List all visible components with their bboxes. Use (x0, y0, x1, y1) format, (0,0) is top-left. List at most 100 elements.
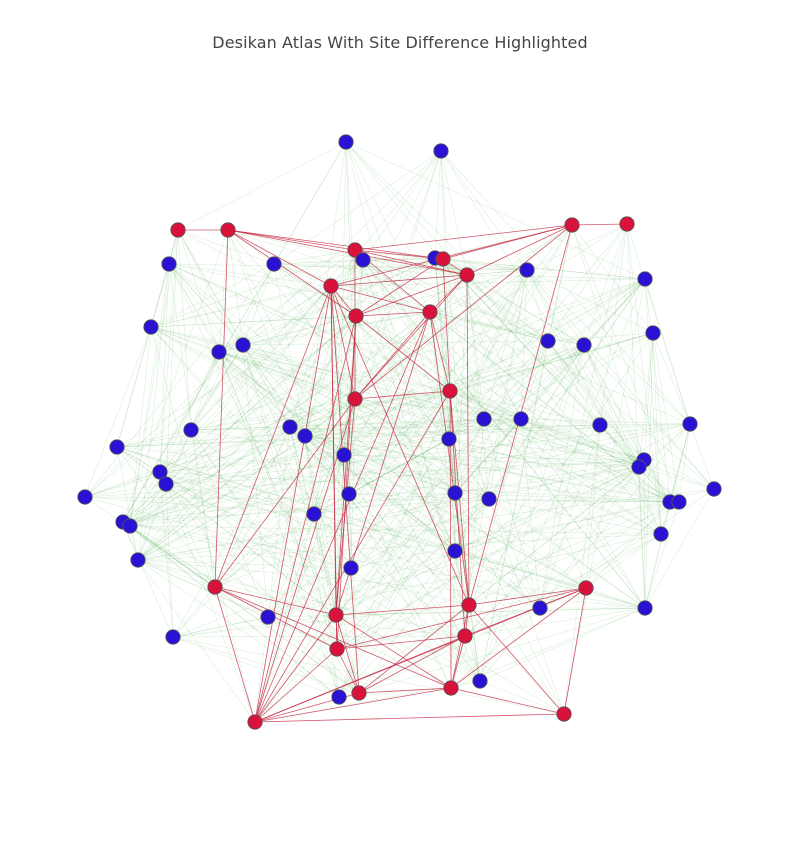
highlight-node[interactable] (422, 304, 438, 320)
normal-node[interactable] (637, 600, 653, 616)
highlight-node[interactable] (435, 251, 451, 267)
normal-node[interactable] (183, 422, 199, 438)
normal-edge (273, 263, 468, 276)
normal-node[interactable] (447, 543, 463, 559)
normal-node[interactable] (637, 271, 653, 287)
highlight-node[interactable] (247, 714, 263, 730)
highlight-edge (450, 604, 470, 689)
normal-edge (678, 423, 691, 503)
highlight-node[interactable] (442, 383, 458, 399)
normal-edge (242, 263, 275, 346)
normal-edge (434, 257, 456, 494)
highlight-node[interactable] (351, 685, 367, 701)
normal-edge (454, 459, 645, 552)
normal-edge (449, 390, 522, 420)
normal-edge (313, 311, 431, 515)
normal-edge (129, 223, 628, 527)
highlight-edge (330, 224, 573, 287)
normal-edge (84, 259, 364, 498)
normal-node[interactable] (476, 411, 492, 427)
normal-node[interactable] (306, 506, 322, 522)
normal-edge (165, 426, 291, 485)
normal-edge (354, 398, 450, 440)
normal-node[interactable] (519, 262, 535, 278)
normal-edge (520, 418, 646, 609)
normal-edge (129, 492, 456, 527)
normal-node[interactable] (576, 337, 592, 353)
normal-node[interactable] (481, 491, 497, 507)
normal-edge (122, 521, 174, 638)
normal-node[interactable] (341, 486, 357, 502)
normal-edge (468, 466, 640, 606)
normal-node[interactable] (165, 629, 181, 645)
normal-node[interactable] (653, 526, 669, 542)
normal-node[interactable] (297, 428, 313, 444)
normal-node[interactable] (631, 459, 647, 475)
normal-node[interactable] (331, 689, 347, 705)
normal-edge (350, 501, 671, 569)
highlight-node[interactable] (329, 641, 345, 657)
normal-edge (84, 496, 315, 515)
highlight-node[interactable] (170, 222, 186, 238)
normal-node[interactable] (671, 494, 687, 510)
normal-node[interactable] (343, 560, 359, 576)
normal-node[interactable] (130, 552, 146, 568)
normal-node[interactable] (472, 673, 488, 689)
highlight-node[interactable] (347, 242, 363, 258)
highlight-node[interactable] (328, 607, 344, 623)
normal-node[interactable] (161, 256, 177, 272)
normal-node[interactable] (682, 416, 698, 432)
normal-node[interactable] (109, 439, 125, 455)
highlight-node[interactable] (443, 680, 459, 696)
highlight-node[interactable] (556, 706, 572, 722)
normal-node[interactable] (260, 609, 276, 625)
highlight-node[interactable] (619, 216, 635, 232)
normal-node[interactable] (143, 319, 159, 335)
highlight-node[interactable] (457, 628, 473, 644)
normal-node[interactable] (441, 431, 457, 447)
normal-node[interactable] (235, 337, 251, 353)
highlight-node[interactable] (347, 391, 363, 407)
normal-node[interactable] (645, 325, 661, 341)
highlight-node[interactable] (564, 217, 580, 233)
normal-edge (168, 263, 337, 616)
normal-edge (643, 459, 646, 609)
highlight-node[interactable] (348, 308, 364, 324)
normal-node[interactable] (152, 464, 168, 480)
normal-node[interactable] (122, 518, 138, 534)
highlight-node[interactable] (578, 580, 594, 596)
normal-node[interactable] (355, 252, 371, 268)
normal-node[interactable] (158, 476, 174, 492)
normal-edge (354, 249, 481, 682)
normal-edge (626, 223, 691, 425)
normal-node[interactable] (447, 485, 463, 501)
normal-edge (335, 141, 347, 616)
highlight-node[interactable] (207, 579, 223, 595)
normal-node[interactable] (513, 411, 529, 427)
highlight-edge (358, 687, 452, 694)
highlight-node[interactable] (323, 278, 339, 294)
normal-edge (218, 351, 456, 552)
normal-edge (330, 285, 456, 552)
normal-edge (218, 351, 645, 461)
normal-node[interactable] (77, 489, 93, 505)
normal-node[interactable] (211, 344, 227, 360)
normal-node[interactable] (282, 419, 298, 435)
highlight-node[interactable] (461, 597, 477, 613)
normal-node[interactable] (336, 447, 352, 463)
normal-node[interactable] (540, 333, 556, 349)
normal-node[interactable] (266, 256, 282, 272)
normal-edge (172, 604, 470, 638)
normal-edge (660, 423, 691, 535)
normal-node[interactable] (532, 600, 548, 616)
highlight-node[interactable] (459, 267, 475, 283)
normal-node[interactable] (433, 143, 449, 159)
normal-node[interactable] (706, 481, 722, 497)
normal-edge (539, 533, 662, 609)
highlight-node[interactable] (220, 222, 236, 238)
normal-edge (440, 150, 470, 606)
normal-edge (345, 141, 662, 535)
normal-node[interactable] (592, 417, 608, 433)
normal-node[interactable] (338, 134, 354, 150)
normal-edge (313, 423, 691, 515)
